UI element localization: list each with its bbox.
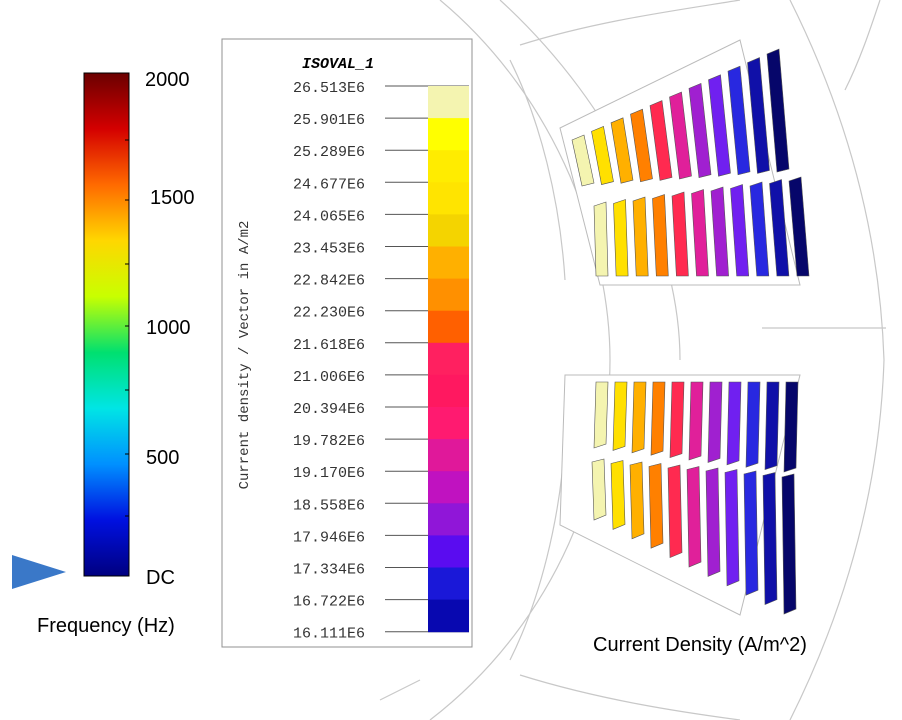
isoval-value-label: 22.230E6	[293, 305, 365, 322]
coil-conductor	[571, 134, 595, 187]
isoval-value-label: 21.618E6	[293, 337, 365, 354]
coil-conductor	[710, 186, 729, 277]
coil-conductor	[631, 381, 647, 454]
motor-coil-slots	[559, 39, 810, 616]
current-density-caption: Current Density (A/m^2)	[593, 634, 807, 656]
isoval-value-label: 25.901E6	[293, 112, 365, 129]
isoval-value-label: 19.170E6	[293, 465, 365, 482]
coil-conductor	[724, 469, 740, 587]
frequency-colorbar	[83, 72, 130, 577]
frequency-tick-500: 500	[146, 447, 179, 469]
coil-conductor	[650, 381, 666, 456]
coil-conductor	[593, 381, 609, 449]
coil-conductor	[671, 191, 689, 277]
isoval-value-label: 16.722E6	[293, 594, 365, 611]
frequency-title: Frequency (Hz)	[37, 615, 175, 637]
coil-conductor	[762, 472, 778, 606]
coil-conductor	[632, 196, 649, 277]
isoval-value-label: 23.453E6	[293, 241, 365, 258]
frequency-ticks	[125, 139, 129, 517]
isoval-value-label: 20.394E6	[293, 401, 365, 418]
isoval-value-label: 18.558E6	[293, 497, 365, 514]
isoval-value-label: 21.006E6	[293, 369, 365, 386]
coil-conductor	[708, 74, 731, 177]
isoval-color-cell	[428, 535, 469, 568]
coil-conductor	[747, 57, 770, 174]
isoval-color-cell	[428, 471, 469, 504]
coil-conductor	[788, 176, 810, 277]
coil-conductor	[612, 381, 628, 451]
coil-conductor	[766, 48, 790, 173]
isoval-value-label: 22.842E6	[293, 273, 365, 290]
isoval-value-label: 24.677E6	[293, 176, 365, 193]
isoval-color-cell	[428, 86, 469, 119]
frequency-pointer-arrow[interactable]	[12, 555, 66, 589]
coil-conductor	[669, 91, 692, 180]
isoval-value-label: 19.782E6	[293, 433, 365, 450]
coil-conductor	[613, 199, 629, 277]
isoval-color-cell	[428, 150, 469, 183]
isoval-color-cell	[428, 374, 469, 408]
isoval-color-cell	[428, 599, 469, 633]
coil-conductor	[691, 189, 709, 277]
coil-conductor	[652, 194, 669, 277]
isoval-legend: ISOVAL_1 Current density / Vector in A/m…	[221, 38, 473, 648]
isoval-value-label: 26.513E6	[293, 80, 365, 97]
coil-conductor	[726, 381, 742, 466]
coil-conductor	[781, 473, 797, 615]
frequency-tick-1500: 1500	[150, 187, 195, 209]
coil-conductor	[610, 117, 634, 184]
coil-conductor	[669, 381, 685, 459]
isoval-color-cell	[428, 214, 469, 247]
isoval-color-cell	[428, 567, 469, 601]
frequency-tick-1000: 1000	[146, 317, 191, 339]
coil-conductor	[630, 108, 653, 183]
isoval-color-cell	[428, 342, 469, 376]
isoval-color-cell	[428, 503, 469, 536]
coil-conductor	[667, 464, 683, 559]
isoval-color-cell	[428, 118, 469, 151]
coil-conductor	[745, 381, 761, 468]
coil-conductor	[743, 470, 759, 596]
coil-conductor	[649, 100, 673, 181]
frequency-tick-dc: DC	[146, 567, 175, 589]
motor-geometry	[379, 0, 886, 720]
isoval-color-cell	[428, 278, 469, 312]
coil-conductor	[591, 125, 614, 185]
isoval-color-cell	[428, 182, 469, 215]
isoval-color-cell	[428, 246, 469, 280]
coil-conductor	[686, 466, 702, 568]
coil-conductor	[705, 467, 721, 577]
coil-conductor	[730, 184, 750, 277]
isoval-title: ISOVAL_1	[302, 56, 374, 73]
coil-conductor	[764, 381, 780, 471]
isoval-rows: 26.513E6 25.901E6 25.289E6 24.677E6 24.065E6…	[293, 80, 469, 643]
isoval-value-label: 16.111E6	[293, 626, 365, 643]
coil-conductor	[593, 201, 609, 277]
coil-conductor	[610, 460, 626, 530]
isoval-color-cell	[428, 439, 469, 472]
coil-conductor	[591, 458, 607, 521]
isoval-color-cell	[428, 310, 469, 344]
isoval-value-label: 24.065E6	[293, 208, 365, 225]
isoval-color-cell	[428, 407, 469, 440]
coil-conductor	[629, 461, 645, 540]
coil-conductor	[688, 82, 712, 178]
coil-conductor	[783, 381, 799, 473]
isoval-value-label: 25.289E6	[293, 144, 365, 161]
isoval-axis-label: Current density / Vector in A/m2	[237, 221, 253, 490]
coil-conductor	[648, 463, 664, 549]
coil-conductor	[727, 65, 751, 176]
coil-conductor	[688, 381, 704, 461]
isoval-value-label: 17.946E6	[293, 529, 365, 546]
frequency-legend: 2000 1500 1000 500 DC Frequency (Hz)	[12, 69, 195, 637]
frequency-tick-2000: 2000	[145, 69, 190, 91]
coil-conductor	[769, 179, 790, 277]
isoval-value-label: 17.334E6	[293, 562, 365, 579]
coil-conductor	[749, 181, 770, 277]
coil-conductor	[707, 381, 723, 463]
